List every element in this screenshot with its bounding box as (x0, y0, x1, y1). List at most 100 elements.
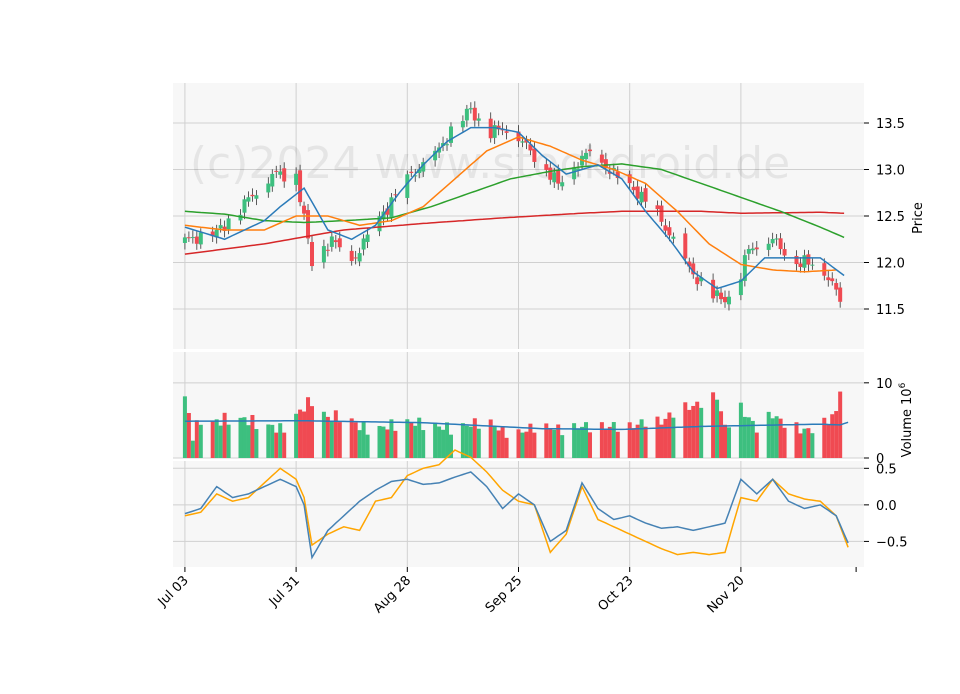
x-tick-label: Sep 25 (483, 573, 526, 616)
candle-body (754, 247, 759, 250)
candle-body (194, 236, 199, 244)
price-tick-label: 13.5 (876, 117, 905, 132)
volume-bar (774, 416, 779, 458)
watermark-text: (c)2024 www.stockdroid.de (190, 138, 790, 189)
candle-body (329, 236, 334, 247)
volume-bar (278, 423, 283, 458)
volume-average-line (184, 420, 849, 431)
volume-axis-exponent: 10 (900, 388, 915, 405)
candle-body (214, 229, 219, 238)
volume-bar (770, 418, 775, 458)
candle-body (448, 126, 453, 143)
osc-tick-label: 0.5 (876, 462, 897, 477)
price-tick-label: 12.0 (876, 257, 905, 272)
candle-body (750, 248, 755, 251)
volume-bar (834, 411, 839, 458)
candle-body (655, 205, 660, 210)
candle-body (302, 205, 307, 214)
volume-bar (437, 426, 442, 458)
candle-body (834, 283, 839, 290)
volume-bar (532, 432, 537, 458)
volume-bar (496, 430, 501, 458)
candle-body (468, 108, 473, 110)
candle-body (365, 234, 370, 242)
volume-bar (321, 411, 326, 458)
volume-bar (329, 421, 334, 458)
volume-bar (198, 424, 203, 458)
candle-body (738, 279, 743, 296)
volume-bar (405, 419, 410, 458)
moving-average-lines (184, 126, 845, 290)
candle-body (726, 296, 731, 305)
candle-body (488, 118, 493, 139)
volume-bar (548, 429, 553, 458)
candle-body (822, 263, 827, 276)
volume-bar (349, 418, 354, 458)
price-candles (182, 101, 843, 311)
volume-bar (468, 426, 473, 458)
ma-short-line (184, 126, 845, 290)
volume-bar (667, 412, 672, 458)
candle-body (826, 277, 831, 281)
candle-body (218, 225, 223, 229)
volume-bar (270, 424, 275, 458)
volume-bar (337, 422, 342, 458)
volume-bar (587, 432, 592, 458)
volume-bar (389, 419, 394, 458)
volume-bar (830, 414, 835, 458)
volume-bar (460, 423, 465, 458)
candle-body (198, 232, 203, 245)
candle-body (806, 254, 811, 265)
volume-bar (309, 406, 314, 458)
candle-body (711, 279, 716, 299)
candle-body (278, 171, 283, 175)
volume-bar (615, 431, 620, 458)
volume-bar (663, 418, 668, 458)
candle-body (778, 238, 783, 250)
osc-tick-label: 0.0 (876, 499, 897, 514)
volume-bar (726, 427, 731, 458)
volume-bar (433, 422, 438, 458)
candle-body (270, 173, 275, 187)
volume-bar (766, 411, 771, 458)
candle-body (186, 237, 191, 239)
candle-body (464, 108, 469, 121)
candle-body (572, 167, 577, 180)
candle-body (794, 255, 799, 265)
volume-bar (520, 432, 525, 458)
candle-body (246, 197, 251, 202)
volume-bar (242, 417, 247, 458)
volume-axis-label: Volume 106 (898, 382, 915, 457)
volume-bar (810, 433, 815, 458)
volume-bar (445, 422, 450, 458)
candle-body (639, 191, 644, 203)
candle-body (663, 225, 668, 231)
candle-body (333, 240, 338, 243)
candle-body (226, 218, 231, 230)
volume-bar (639, 419, 644, 458)
ma-mid-line (184, 136, 837, 273)
volume-bar (250, 414, 255, 458)
candle-body (266, 183, 271, 193)
candle-body (210, 231, 215, 237)
candle-body (190, 237, 195, 239)
candle-body (830, 278, 835, 282)
volume-bar (385, 429, 390, 458)
candle-body (715, 290, 720, 296)
volume-axis-title: Volume (900, 409, 915, 457)
oscillator-lines (184, 449, 849, 560)
volume-bar (413, 425, 418, 458)
volume-bar (492, 426, 497, 458)
candle-body (798, 263, 803, 267)
candle-body (723, 296, 728, 303)
candle-body (298, 170, 303, 203)
volume-bar (298, 409, 303, 458)
volume-bar (576, 428, 581, 458)
x-tick-label: Jul 03 (155, 573, 192, 610)
volume-bar (421, 430, 426, 458)
volume-bar (560, 435, 565, 458)
volume-bar (365, 434, 370, 458)
volume-bar (719, 411, 724, 458)
volume-ma-line (184, 420, 849, 431)
